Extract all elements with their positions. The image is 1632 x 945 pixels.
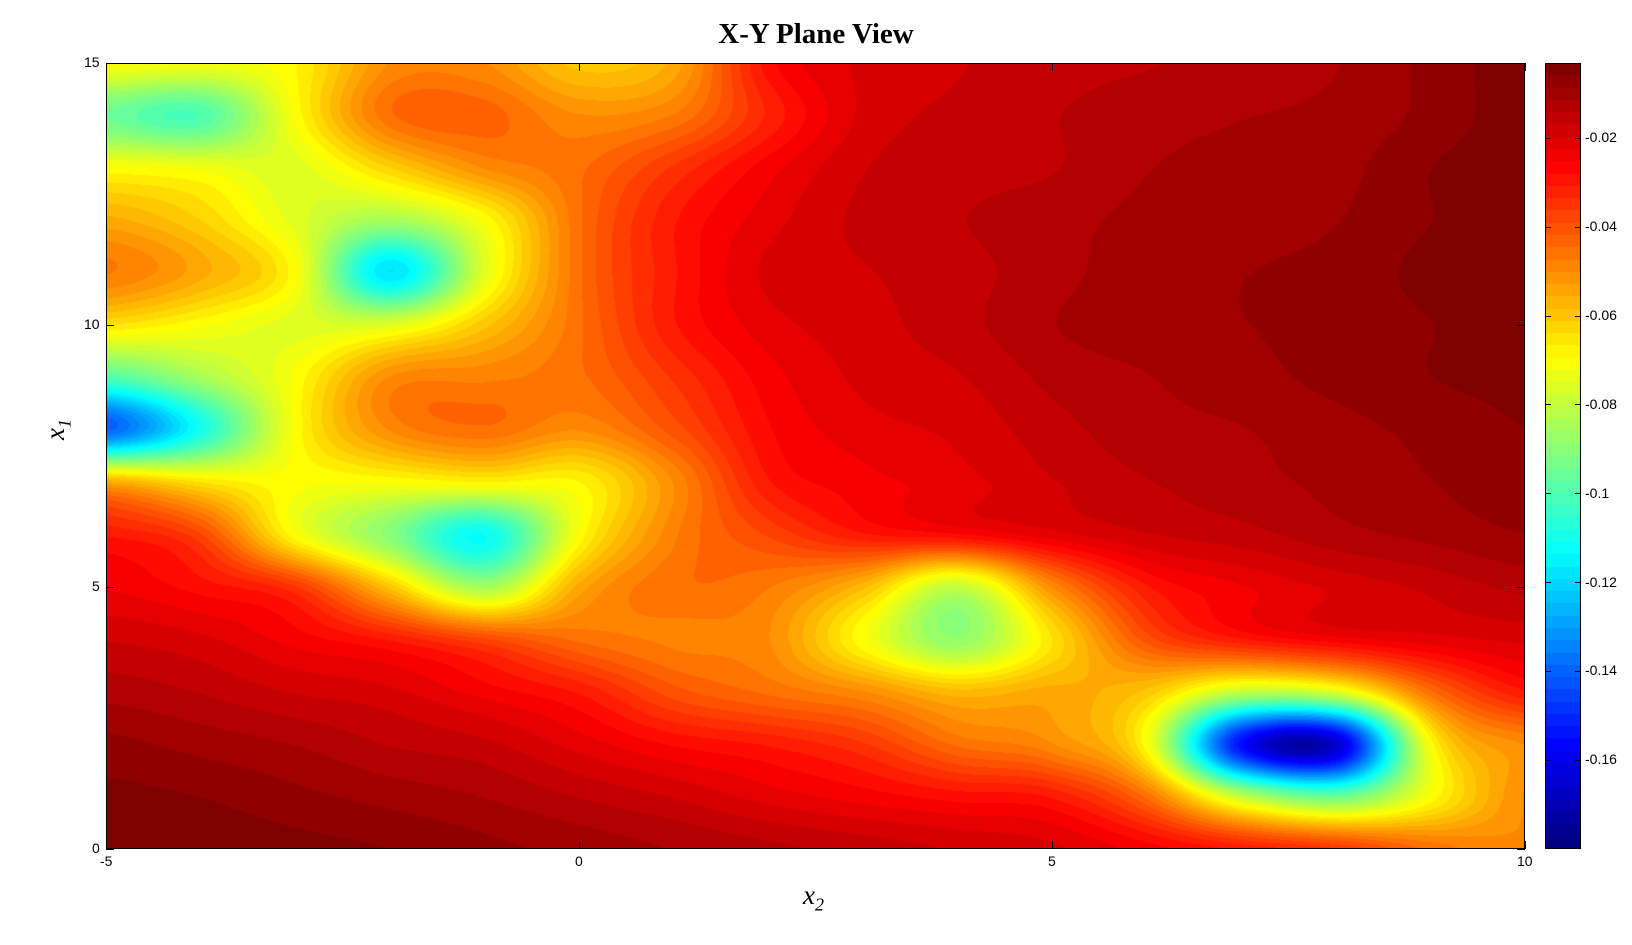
y-tick-mark bbox=[106, 324, 114, 326]
x-tick-mark bbox=[578, 841, 580, 849]
x-tick-mark bbox=[578, 63, 580, 71]
colorbar-tick-mark bbox=[1575, 670, 1581, 672]
colorbar-tick-label: -0.14 bbox=[1585, 662, 1617, 679]
y-tick-label: 15 bbox=[84, 54, 100, 70]
x-tick-mark bbox=[1524, 63, 1526, 71]
y-tick-mark bbox=[1517, 848, 1525, 850]
colorbar-gradient bbox=[1545, 63, 1581, 849]
y-axis-label-text: x bbox=[40, 428, 70, 440]
colorbar bbox=[1545, 63, 1581, 849]
x-tick-label: 0 bbox=[575, 853, 583, 869]
colorbar-tick-mark bbox=[1575, 137, 1581, 139]
x-tick-mark bbox=[1524, 841, 1526, 849]
colorbar-tick-mark bbox=[1575, 404, 1581, 406]
colorbar-tick-label: -0.02 bbox=[1585, 129, 1617, 146]
y-tick-mark bbox=[1517, 324, 1525, 326]
y-tick-mark bbox=[106, 62, 114, 64]
x-tick-label: 10 bbox=[1517, 853, 1533, 869]
x-axis-label-text: x bbox=[803, 880, 815, 910]
y-tick-mark bbox=[106, 586, 114, 588]
x-tick-label: 5 bbox=[1048, 853, 1056, 869]
y-axis-label: x1 bbox=[40, 419, 75, 440]
colorbar-tick-mark bbox=[1545, 670, 1551, 672]
colorbar-tick-mark bbox=[1545, 493, 1551, 495]
x-axis-label: x2 bbox=[803, 880, 824, 915]
x-tick-mark bbox=[105, 841, 107, 849]
colorbar-tick-label: -0.04 bbox=[1585, 218, 1617, 235]
colorbar-tick-mark bbox=[1545, 582, 1551, 584]
x-axis-label-subscript: 2 bbox=[814, 894, 824, 915]
colorbar-tick-label: -0.16 bbox=[1585, 751, 1617, 768]
colorbar-tick-mark bbox=[1575, 759, 1581, 761]
y-tick-label: 0 bbox=[92, 840, 100, 856]
colorbar-tick-mark bbox=[1575, 493, 1581, 495]
y-axis-label-subscript: 1 bbox=[54, 419, 75, 429]
colorbar-tick-label: -0.12 bbox=[1585, 573, 1617, 590]
colorbar-tick-label: -0.08 bbox=[1585, 395, 1617, 412]
plot-area bbox=[106, 63, 1525, 849]
y-tick-label: 5 bbox=[92, 578, 100, 594]
colorbar-tick-mark bbox=[1575, 315, 1581, 317]
x-tick-label: -5 bbox=[100, 853, 113, 869]
colorbar-tick-mark bbox=[1545, 137, 1551, 139]
colorbar-tick-mark bbox=[1545, 404, 1551, 406]
colorbar-tick-mark bbox=[1575, 226, 1581, 228]
colorbar-tick-mark bbox=[1575, 582, 1581, 584]
y-tick-mark bbox=[1517, 586, 1525, 588]
chart-title: X-Y Plane View bbox=[718, 18, 914, 50]
colorbar-tick-label: -0.06 bbox=[1585, 307, 1617, 324]
colorbar-tick-mark bbox=[1545, 315, 1551, 317]
colorbar-tick-mark bbox=[1545, 226, 1551, 228]
y-tick-mark bbox=[106, 848, 114, 850]
x-tick-mark bbox=[105, 63, 107, 71]
y-tick-label: 10 bbox=[84, 316, 100, 332]
x-tick-mark bbox=[1051, 841, 1053, 849]
colorbar-tick-label: -0.1 bbox=[1585, 484, 1610, 501]
colorbar-tick-mark bbox=[1545, 759, 1551, 761]
y-tick-mark bbox=[1517, 62, 1525, 64]
x-tick-mark bbox=[1051, 63, 1053, 71]
contour-heatmap bbox=[106, 63, 1525, 849]
